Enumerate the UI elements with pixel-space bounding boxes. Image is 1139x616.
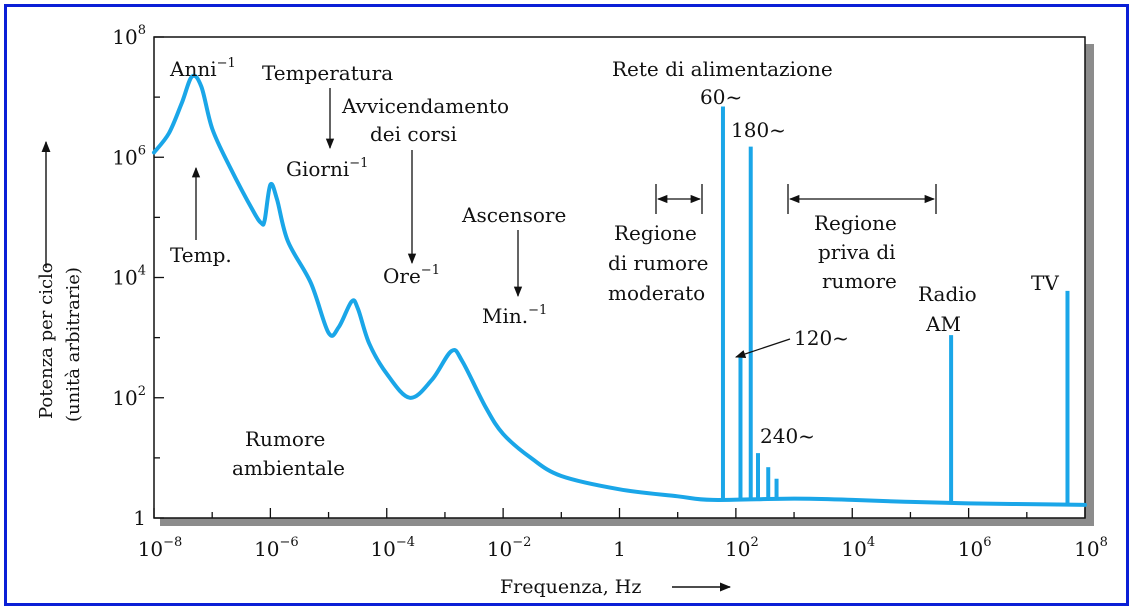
x-tick-label: 104	[841, 535, 875, 561]
annotation-180: 180~	[731, 118, 786, 142]
x-tick-label: 10−8	[138, 535, 183, 561]
annotation-ore: Ore−1	[383, 263, 440, 288]
noise-curve-series	[152, 73, 1087, 507]
annotation-ambientale-1: Rumore	[245, 427, 325, 451]
annotation-anni: Anni−1	[169, 56, 236, 81]
arrow-120	[735, 338, 791, 358]
annotation-moderato-1: Regione	[614, 221, 697, 245]
y-tick-label: 104	[112, 264, 146, 290]
annotation-240: 240~	[760, 424, 815, 448]
annotation-priva-3: rumore	[822, 269, 897, 293]
y-tick-label: 102	[112, 384, 146, 410]
x-tick-label: 10−4	[370, 535, 415, 561]
annotation-avvicendamento-1: Avvicendamento	[341, 94, 509, 118]
annotation-rete: Rete di alimentazione	[612, 57, 833, 81]
plot-shadow-right	[1085, 44, 1094, 520]
y-tick-label: 106	[112, 143, 146, 169]
annotation-temperatura: Temperatura	[262, 61, 393, 85]
x-tick-label: 10−2	[487, 535, 532, 561]
x-tick-label: 10−6	[254, 535, 299, 561]
plot-shadow-bottom	[160, 518, 1094, 526]
annotation-priva-2: priva di	[818, 240, 896, 264]
annotation-min: Min.−1	[482, 303, 547, 328]
annotation-ambientale-2: ambientale	[232, 456, 345, 480]
annotation-60: 60~	[700, 85, 742, 109]
annotation-priva-1: Regione	[814, 211, 897, 235]
x-axis-label: Frequenza, Hz	[500, 576, 641, 598]
x-tick-label: 102	[725, 535, 759, 561]
y-axis-label-line2: (unità arbitrarie)	[63, 267, 84, 422]
annotation-avvicendamento-2: dei corsi	[370, 122, 457, 146]
annotation-radio-2: AM	[925, 312, 961, 336]
axis-ticks	[153, 36, 1086, 519]
y-axis-label-line1: Potenza per ciclo	[36, 262, 57, 419]
x-tick-label: 1	[613, 537, 626, 561]
spike-lines	[720, 106, 1070, 505]
axis-tick-labels: 10−8 10−6 10−4 10−2 1 102 104 106 108 1 102 104 106 1…	[112, 23, 1108, 561]
annotation-giorni: Giorni−1	[286, 156, 368, 181]
x-tick-label: 108	[1074, 535, 1108, 561]
annotation-moderato-3: moderato	[608, 281, 705, 305]
y-tick-label: 1	[133, 506, 146, 530]
annotation-ascensore: Ascensore	[461, 203, 566, 227]
annotation-moderato-2: di rumore	[608, 251, 708, 275]
annotation-temp: Temp.	[170, 243, 232, 267]
annotation-120: 120~	[794, 326, 849, 350]
annotation-tv: TV	[1031, 271, 1059, 295]
x-tick-label: 106	[958, 535, 992, 561]
annotation-radio-1: Radio	[918, 282, 977, 306]
y-tick-label: 108	[112, 23, 146, 49]
